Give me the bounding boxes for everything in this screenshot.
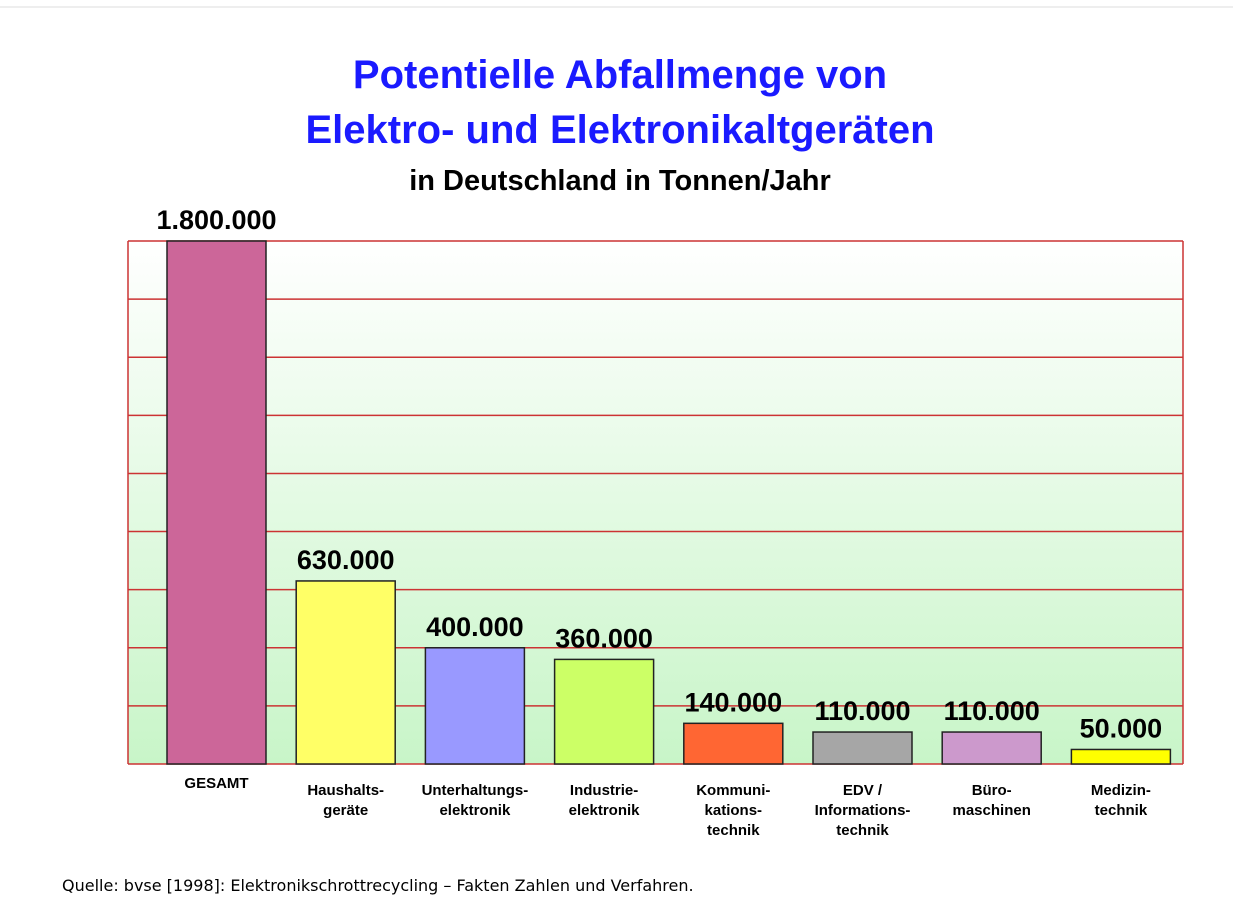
x-tick-label: Büro-maschinen: [953, 782, 1031, 819]
chart-title: Elektro- und Elektronikaltgeräten: [305, 108, 934, 152]
bar: [295, 580, 396, 765]
bar: [1070, 748, 1172, 765]
bar: [553, 658, 655, 765]
x-tick-label: Kommuni-kations-technik: [696, 782, 770, 839]
value-label: 50.000: [1080, 713, 1163, 743]
value-label: 360.000: [555, 623, 653, 653]
x-tick-label: Haushalts-geräte: [307, 782, 384, 819]
plot-area: [128, 241, 1183, 764]
source: Quelle: bvse [1998]: Elektronikschrottre…: [62, 876, 694, 895]
chart-subtitle: in Deutschland in Tonnen/Jahr: [409, 165, 831, 197]
bar: [424, 647, 526, 765]
value-label: 140.000: [684, 687, 782, 717]
x-tick-label: Medizin-technik: [1091, 782, 1151, 819]
bar: [812, 731, 913, 765]
x-tick-label: GESAMT: [184, 775, 248, 792]
x-tick-label: Unterhaltungs-elektronik: [422, 782, 529, 819]
bar: [166, 240, 267, 765]
value-label: 630.000: [297, 545, 395, 575]
bar: [941, 731, 1042, 765]
chart-title: Potentielle Abfallmenge von: [353, 53, 887, 97]
value-label: 110.000: [944, 696, 1040, 726]
x-tick-label: EDV / Informations-technik: [815, 782, 911, 839]
value-label: 400.000: [426, 612, 524, 642]
value-label: 110.000: [814, 696, 910, 726]
x-tick-label: Industrie-elektronik: [569, 782, 641, 819]
bar: [683, 722, 784, 765]
value-label: 1.800.000: [156, 205, 276, 235]
